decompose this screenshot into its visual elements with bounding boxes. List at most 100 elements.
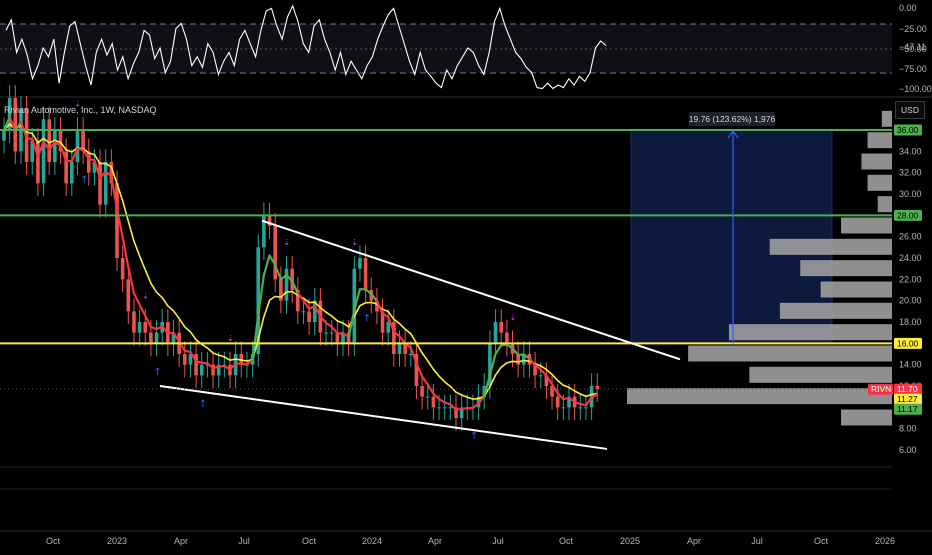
buy-arrow-icon: ↑ [80, 175, 88, 186]
volume-profile-bar [821, 282, 892, 298]
volume-profile-bar [627, 388, 892, 404]
price-tick-label: 30.00 [899, 189, 922, 199]
oscillator-pane [0, 0, 892, 96]
candle-body [432, 397, 436, 408]
candle-body [76, 130, 80, 162]
candle-body [121, 258, 125, 279]
volume-profile-bar [861, 154, 892, 170]
sell-marker-icon: ⇣ [284, 238, 291, 247]
measure-label: 19.76 (123.62%) 1,976 [689, 114, 776, 124]
candle-body [127, 279, 131, 311]
fast-ma-segment [541, 369, 547, 376]
candle-body [330, 333, 334, 334]
time-tick-label: Jul [238, 536, 250, 546]
candle-body [155, 333, 159, 344]
time-tick-label: Apr [428, 536, 442, 546]
buy-arrow-icon: ↑ [199, 399, 207, 410]
fast-ma-segment [450, 404, 456, 409]
price-tick-label: 34.00 [899, 146, 922, 156]
volume-profile-bar [841, 410, 892, 426]
fast-ma-segment [332, 327, 338, 334]
oscillator-current-value: −47.11 [899, 42, 926, 52]
candle-body [449, 407, 453, 408]
candle-body [149, 333, 153, 344]
candle-body [595, 386, 599, 389]
candle-body [364, 258, 368, 290]
oscillator-tick-label: 0.00 [899, 3, 917, 13]
candle-body [584, 407, 588, 408]
candle-body [273, 226, 277, 279]
price-tag-label: 11.17 [897, 404, 918, 414]
price-tag-label: 11.27 [897, 394, 918, 404]
oscillator-tick-label: −100.00 [899, 84, 932, 94]
candle-body [36, 141, 40, 184]
price-tick-label: 6.00 [899, 445, 917, 455]
candle-body [70, 162, 74, 183]
candle-body [98, 162, 102, 205]
candle-body [200, 365, 204, 376]
time-tick-label: 2026 [875, 536, 895, 546]
time-tick-label: Apr [174, 536, 188, 546]
volume-profile-bar [878, 196, 892, 212]
fast-ma-segment [496, 345, 502, 353]
buy-arrow-icon: ↑ [154, 367, 162, 378]
price-tick-label: 26.00 [899, 232, 922, 242]
price-tag-label: 11.70 [897, 384, 918, 394]
candle-body [437, 407, 441, 408]
time-tick-label: 2023 [107, 536, 127, 546]
fast-ma-segment [134, 293, 140, 305]
buy-arrow-icon: ↑ [363, 314, 371, 325]
fast-ma-segment [264, 255, 270, 275]
volume-profile-bar [868, 175, 892, 191]
candle-body [138, 322, 142, 333]
price-tick-label: 24.00 [899, 253, 922, 263]
volume-profile-bar [841, 218, 892, 234]
candle-body [87, 151, 91, 172]
candle-body [285, 269, 289, 301]
buy-arrow-icon: ↑ [600, 0, 608, 3]
sell-marker-icon: ⇣ [351, 238, 358, 247]
candle-body [539, 375, 543, 376]
volume-profile-bar [688, 346, 892, 362]
price-tag-label: 28.00 [897, 210, 919, 220]
oscillator-tick-label: −25.00 [899, 24, 927, 34]
fast-ma-segment [422, 376, 428, 384]
fast-moving-average [4, 117, 597, 410]
time-tick-label: Oct [559, 536, 574, 546]
time-tick-label: Apr [687, 536, 701, 546]
oscillator-axis: 0.00−25.00−50.00−75.00−100.00−47.11 [899, 3, 932, 94]
candle-body [426, 397, 430, 398]
candle-body [183, 354, 187, 365]
symbol-tag-label: RIVN [871, 384, 891, 394]
price-tick-label: 22.00 [899, 274, 922, 284]
candle-body [358, 258, 362, 269]
price-tag-label: 36.00 [897, 125, 919, 135]
candle-body [53, 130, 57, 162]
price-tick-label: 14.00 [899, 360, 922, 370]
candle-body [556, 397, 560, 408]
sell-marker-icon: ⇣ [510, 313, 517, 322]
price-tick-label: 8.00 [899, 424, 917, 434]
candle-body [420, 386, 424, 397]
buy-arrow-icon: ↑ [470, 431, 478, 442]
volume-profile-bar [800, 260, 892, 276]
volume-profile-bar [729, 324, 892, 340]
price-tick-label: 20.00 [899, 296, 922, 306]
trendlines [160, 221, 680, 449]
price-tag-label: 16.00 [897, 338, 919, 348]
price-tick-label: 32.00 [899, 168, 922, 178]
volume-profile-bar [749, 367, 892, 383]
time-tick-label: Oct [302, 536, 317, 546]
currency-selector[interactable]: USD [895, 101, 925, 119]
sell-marker-icon: ⇣ [227, 334, 234, 343]
time-tick-label: Oct [46, 536, 61, 546]
oscillator-tick-label: −75.00 [899, 64, 927, 74]
volume-profile-bar [770, 239, 892, 255]
candle-body [132, 311, 136, 332]
time-tick-label: Jul [492, 536, 504, 546]
sell-marker-icon: ⇣ [142, 292, 149, 301]
time-tick-label: Jul [751, 536, 763, 546]
